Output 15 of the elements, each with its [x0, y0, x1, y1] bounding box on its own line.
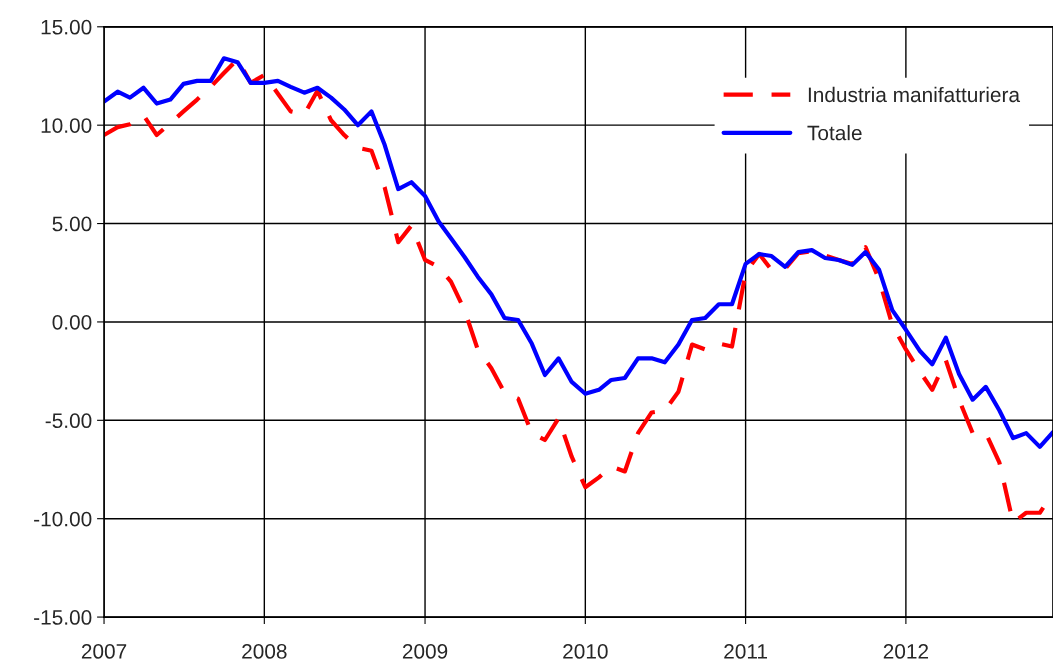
y-tick-label: 15.00	[41, 19, 92, 35]
y-tick-label: 0.00	[52, 314, 92, 330]
y-tick-label: -15.00	[34, 610, 92, 625]
y-tick-label: -5.00	[45, 413, 92, 429]
x-tick-label: 2011	[724, 644, 767, 659]
y-tick-label: 5.00	[52, 216, 92, 232]
x-tick-label: 2008	[242, 644, 287, 659]
x-tick-label: 2007	[81, 644, 127, 659]
x-tick-label: 2010	[563, 644, 608, 659]
y-tick-label: 10.00	[41, 118, 92, 133]
x-tick-label: 2009	[402, 644, 448, 659]
y-tick-label: -10.00	[34, 511, 92, 527]
legend-label: Totale	[807, 125, 862, 141]
legend-label: Industria manifatturiera	[808, 86, 1021, 103]
x-tick-label: 2012	[883, 644, 929, 659]
